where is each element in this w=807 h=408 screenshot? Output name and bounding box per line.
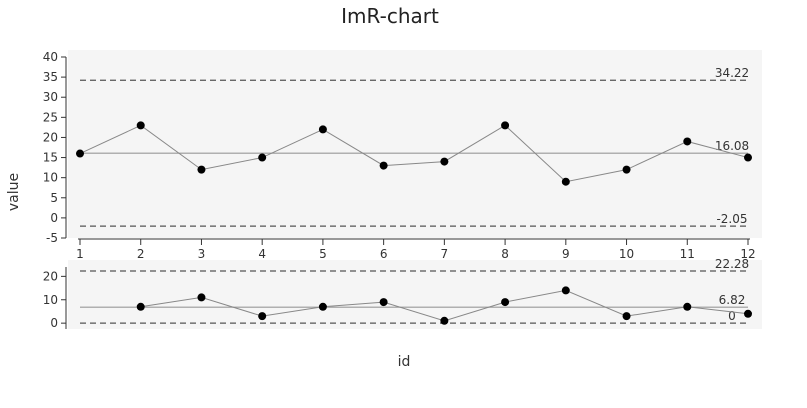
data-point (136, 302, 145, 311)
x-tick-label: 4 (258, 247, 266, 261)
plot-area (68, 50, 762, 238)
y-tick-label: 30 (43, 90, 58, 104)
lcl-label: 0 (728, 309, 736, 323)
data-point (318, 302, 327, 311)
ucl-label: 34.22 (715, 66, 749, 80)
data-point (744, 309, 752, 318)
data-point (561, 177, 570, 186)
x-tick-label: 12 (740, 247, 755, 261)
data-point (683, 137, 692, 146)
data-point (440, 316, 449, 325)
data-point (561, 286, 570, 295)
data-point (136, 121, 145, 130)
y-tick-label: 25 (43, 110, 58, 124)
y-tick-label: 35 (43, 70, 58, 84)
y-tick-label: 0 (50, 211, 58, 225)
y-tick-label: 0 (50, 316, 58, 330)
data-point (197, 293, 206, 302)
x-axis-label: id (398, 354, 411, 370)
data-point (744, 153, 752, 162)
center-label: 16.08 (715, 139, 749, 153)
data-point (440, 157, 449, 166)
y-tick-label: 10 (43, 293, 58, 307)
x-tick-label: 6 (380, 247, 388, 261)
data-point (501, 298, 510, 307)
data-point (379, 298, 388, 307)
x-tick-label: 8 (501, 247, 509, 261)
data-point (622, 312, 631, 321)
y-tick-label: 40 (43, 50, 58, 64)
y-tick-label: -5 (46, 231, 58, 245)
plot-area (68, 260, 762, 329)
y-tick-label: 15 (43, 151, 58, 165)
data-point (318, 125, 327, 134)
y-tick-label: 20 (43, 269, 58, 283)
x-tick-label: 7 (441, 247, 449, 261)
lcl-label: -2.05 (716, 212, 747, 226)
y-tick-label: 10 (43, 171, 58, 185)
x-tick-label: 1 (76, 247, 84, 261)
x-tick-label: 9 (562, 247, 570, 261)
data-point (501, 121, 510, 130)
y-tick-label: 5 (50, 191, 58, 205)
y-axis-label: value (6, 173, 22, 211)
data-line (79, 124, 749, 183)
data-point (379, 161, 388, 170)
x-tick-label: 3 (198, 247, 206, 261)
data-point (622, 165, 631, 174)
x-tick-label: 10 (619, 247, 634, 261)
ucl-label: 22.28 (715, 257, 749, 271)
x-tick-label: 5 (319, 247, 327, 261)
data-point (683, 302, 692, 311)
data-point (258, 312, 267, 321)
y-tick-label: 20 (43, 130, 58, 144)
data-point (197, 165, 206, 174)
x-tick-label: 2 (137, 247, 145, 261)
chart-title: ImR-chart (341, 4, 439, 28)
data-point (76, 149, 84, 158)
center-label: 6.82 (719, 293, 746, 307)
data-point (258, 153, 267, 162)
x-tick-label: 11 (680, 247, 695, 261)
